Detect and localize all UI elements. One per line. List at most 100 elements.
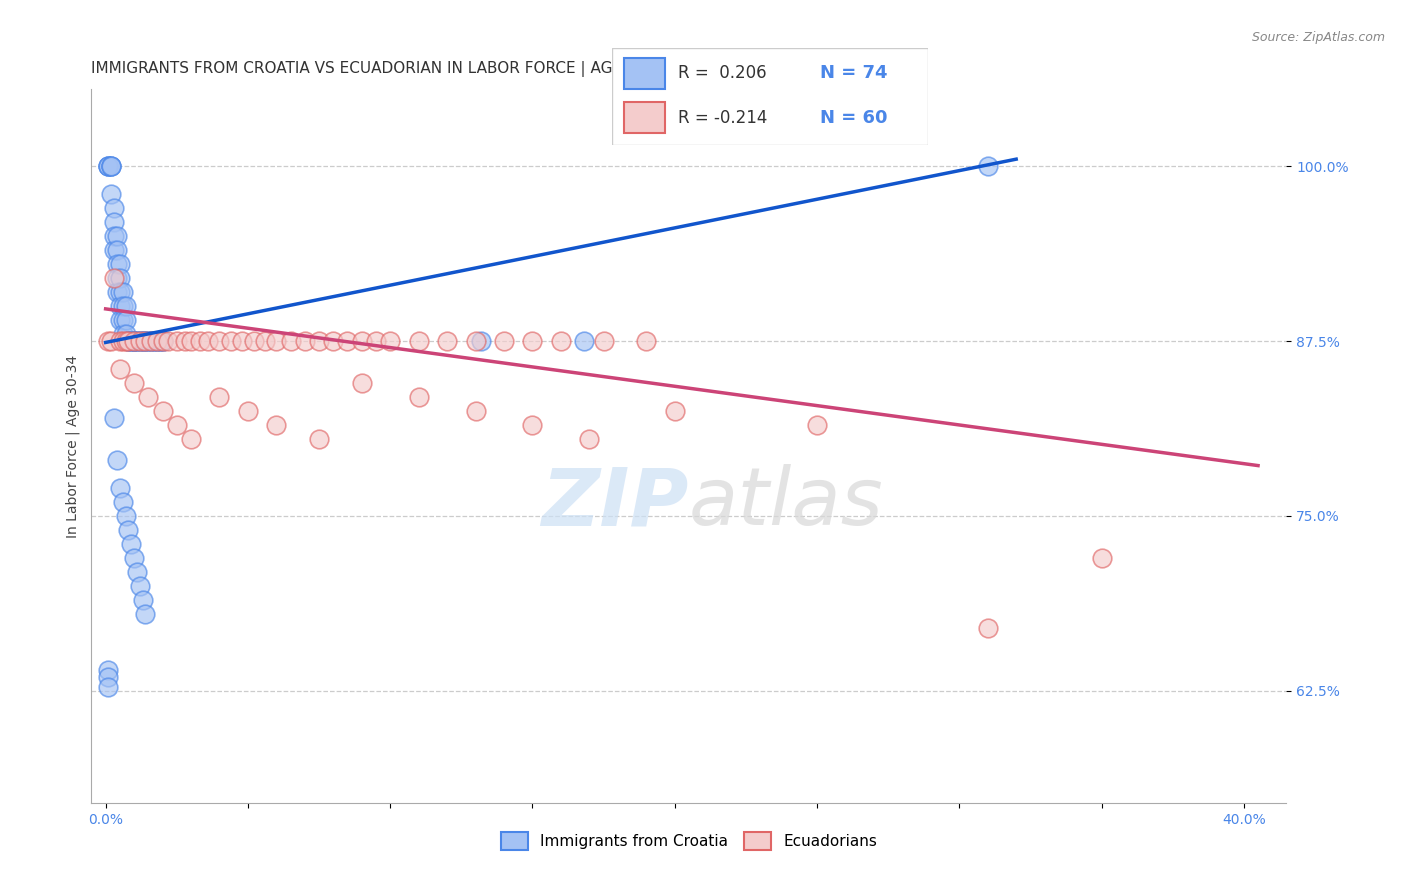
- Point: [125, 334, 148, 348]
- Point: [166, 334, 188, 348]
- Point: [180, 432, 202, 446]
- Point: [253, 334, 276, 348]
- Point: [114, 508, 136, 523]
- Point: [522, 417, 544, 432]
- Text: atlas: atlas: [689, 464, 884, 542]
- Point: [976, 621, 998, 635]
- Point: [143, 334, 166, 348]
- Point: [114, 327, 136, 342]
- Point: [188, 334, 211, 348]
- Point: [136, 334, 159, 348]
- Point: [103, 215, 125, 229]
- Point: [100, 334, 122, 348]
- Bar: [624, 102, 665, 133]
- Point: [266, 417, 288, 432]
- Point: [117, 334, 139, 348]
- Point: [108, 257, 131, 271]
- Point: [152, 334, 174, 348]
- Point: [131, 593, 153, 607]
- Point: [100, 187, 122, 202]
- Point: [134, 334, 156, 348]
- Point: [114, 313, 136, 327]
- Point: [152, 334, 174, 348]
- Point: [294, 334, 316, 348]
- Bar: [624, 58, 665, 88]
- Point: [522, 334, 544, 348]
- Point: [97, 159, 120, 173]
- Point: [572, 334, 595, 348]
- Point: [378, 334, 402, 348]
- Point: [492, 334, 515, 348]
- Point: [105, 257, 128, 271]
- Point: [166, 417, 188, 432]
- Point: [266, 334, 288, 348]
- Point: [97, 663, 120, 677]
- Point: [134, 607, 156, 621]
- Point: [108, 481, 131, 495]
- Point: [157, 334, 180, 348]
- Point: [174, 334, 197, 348]
- Point: [111, 285, 134, 299]
- Text: IMMIGRANTS FROM CROATIA VS ECUADORIAN IN LABOR FORCE | AGE 30-34 CORRELATION CHA: IMMIGRANTS FROM CROATIA VS ECUADORIAN IN…: [91, 61, 842, 77]
- Point: [111, 495, 134, 509]
- Point: [105, 243, 128, 257]
- Point: [134, 334, 156, 348]
- Point: [97, 159, 120, 173]
- Point: [122, 376, 145, 390]
- Point: [350, 376, 373, 390]
- Point: [336, 334, 359, 348]
- Point: [408, 334, 430, 348]
- Point: [152, 404, 174, 418]
- Point: [236, 404, 259, 418]
- Point: [120, 537, 142, 551]
- Point: [97, 680, 120, 694]
- Point: [1090, 550, 1112, 565]
- Point: [180, 334, 202, 348]
- Text: R =  0.206: R = 0.206: [678, 63, 766, 82]
- Point: [152, 334, 174, 348]
- Point: [131, 334, 153, 348]
- Point: [108, 285, 131, 299]
- Point: [105, 229, 128, 244]
- Point: [134, 334, 156, 348]
- Point: [111, 327, 134, 342]
- Point: [128, 334, 150, 348]
- Point: [103, 201, 125, 215]
- Point: [105, 271, 128, 285]
- Point: [197, 334, 219, 348]
- Point: [103, 229, 125, 244]
- Point: [146, 334, 169, 348]
- Point: [100, 159, 122, 173]
- Point: [806, 417, 828, 432]
- Point: [122, 334, 145, 348]
- Point: [111, 334, 134, 348]
- Point: [219, 334, 242, 348]
- Legend: Immigrants from Croatia, Ecuadorians: Immigrants from Croatia, Ecuadorians: [495, 826, 883, 855]
- Point: [122, 334, 145, 348]
- Point: [308, 432, 330, 446]
- Point: [100, 159, 122, 173]
- Point: [141, 334, 163, 348]
- Point: [464, 404, 486, 418]
- Y-axis label: In Labor Force | Age 30-34: In Labor Force | Age 30-34: [66, 354, 80, 538]
- Point: [976, 159, 998, 173]
- Point: [242, 334, 264, 348]
- Point: [364, 334, 387, 348]
- Point: [280, 334, 302, 348]
- Point: [117, 334, 139, 348]
- Text: ZIP: ZIP: [541, 464, 689, 542]
- Point: [114, 299, 136, 313]
- Point: [108, 362, 131, 376]
- Point: [146, 334, 169, 348]
- Point: [128, 334, 150, 348]
- Point: [111, 313, 134, 327]
- Point: [146, 334, 169, 348]
- Point: [122, 334, 145, 348]
- Point: [131, 334, 153, 348]
- Point: [136, 390, 159, 404]
- Point: [128, 334, 150, 348]
- Point: [408, 390, 430, 404]
- Point: [122, 550, 145, 565]
- Point: [108, 334, 131, 348]
- Point: [208, 334, 231, 348]
